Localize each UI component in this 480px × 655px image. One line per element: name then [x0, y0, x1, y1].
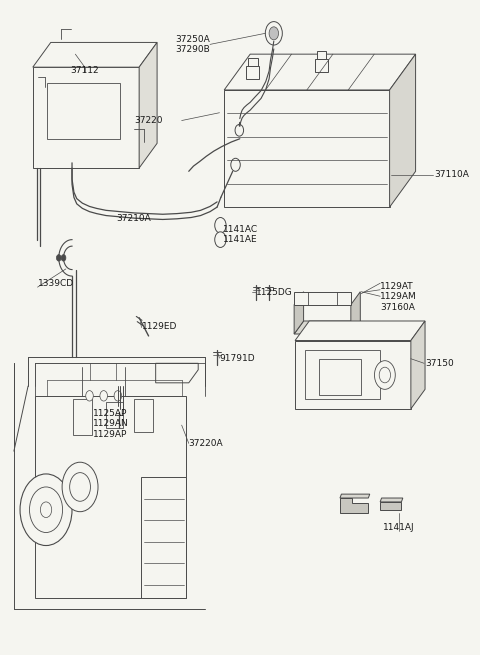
- Text: 91791D: 91791D: [219, 354, 255, 363]
- Circle shape: [62, 462, 98, 512]
- Text: 37220A: 37220A: [189, 439, 223, 448]
- Text: 1141AJ: 1141AJ: [383, 523, 415, 533]
- Bar: [134, 399, 153, 432]
- Circle shape: [29, 487, 62, 533]
- Circle shape: [57, 255, 61, 261]
- Text: 37210A: 37210A: [116, 214, 151, 223]
- Bar: [295, 341, 411, 409]
- Circle shape: [100, 390, 108, 401]
- Circle shape: [269, 27, 278, 40]
- Text: 1339CD: 1339CD: [37, 279, 73, 288]
- Polygon shape: [294, 291, 351, 305]
- Circle shape: [70, 473, 90, 501]
- Bar: [248, 58, 257, 66]
- Polygon shape: [351, 291, 360, 334]
- Polygon shape: [156, 364, 198, 383]
- Bar: [319, 359, 361, 394]
- Text: 37150: 37150: [425, 359, 454, 368]
- Polygon shape: [224, 54, 416, 90]
- Circle shape: [114, 390, 121, 401]
- Circle shape: [61, 255, 66, 261]
- Bar: [47, 83, 120, 139]
- Circle shape: [40, 502, 52, 517]
- Polygon shape: [294, 291, 303, 334]
- Bar: [246, 66, 259, 79]
- Polygon shape: [139, 43, 157, 168]
- Bar: [142, 477, 186, 597]
- Circle shape: [20, 474, 72, 546]
- Circle shape: [86, 390, 93, 401]
- Text: 1125AP
1129AN
1129AP: 1125AP 1129AN 1129AP: [93, 409, 129, 439]
- Polygon shape: [340, 494, 370, 498]
- Circle shape: [215, 217, 226, 233]
- Circle shape: [215, 232, 226, 248]
- Polygon shape: [33, 43, 157, 67]
- Bar: [315, 59, 328, 72]
- Text: 37220: 37220: [134, 116, 163, 125]
- Circle shape: [374, 361, 395, 389]
- Bar: [106, 402, 122, 428]
- Circle shape: [265, 22, 282, 45]
- Text: 1129AT
1129AM
37160A: 1129AT 1129AM 37160A: [380, 282, 417, 312]
- Polygon shape: [340, 498, 368, 513]
- Bar: [35, 396, 186, 597]
- Circle shape: [235, 124, 243, 136]
- Polygon shape: [380, 498, 403, 502]
- Polygon shape: [411, 321, 425, 409]
- Text: 1129ED: 1129ED: [142, 322, 177, 331]
- Text: 37250A
37290B: 37250A 37290B: [175, 35, 210, 54]
- Text: 1141AC
1141AE: 1141AC 1141AE: [223, 225, 258, 244]
- Bar: [73, 399, 92, 435]
- Bar: [317, 51, 326, 59]
- Polygon shape: [294, 321, 360, 334]
- Polygon shape: [380, 502, 401, 510]
- Circle shape: [231, 159, 240, 172]
- Text: 37112: 37112: [71, 66, 99, 75]
- Bar: [33, 67, 139, 168]
- Bar: [224, 90, 390, 207]
- Polygon shape: [295, 321, 425, 341]
- Text: 37110A: 37110A: [434, 170, 469, 179]
- Bar: [304, 350, 380, 399]
- Polygon shape: [390, 54, 416, 207]
- Text: 1125DG: 1125DG: [256, 288, 293, 297]
